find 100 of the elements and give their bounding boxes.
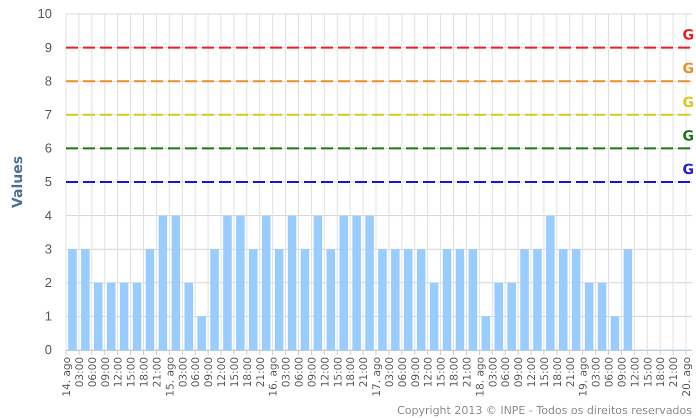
- x-tick-label: 06:00: [500, 357, 512, 388]
- bar: [365, 216, 374, 350]
- ref-line-label: G: [682, 94, 694, 111]
- x-tick-label: 03:00: [280, 357, 293, 388]
- x-tick-label: 15:00: [332, 357, 344, 388]
- x-tick-label: 18:00: [448, 357, 460, 388]
- x-tick-label: 06:00: [190, 357, 202, 388]
- bar: [584, 282, 594, 350]
- bar: [482, 316, 490, 350]
- x-tick-label: 18:00: [655, 357, 668, 388]
- x-tick-label: 21:00: [461, 357, 474, 388]
- ref-line-label: G: [682, 61, 694, 78]
- bar: [559, 249, 568, 350]
- bar: [210, 249, 219, 350]
- ref-line-label: G: [682, 128, 694, 144]
- x-tick-label: 12:00: [112, 357, 125, 388]
- bar: [404, 249, 413, 350]
- bar: [430, 282, 438, 350]
- bar: [494, 282, 503, 350]
- x-tick-label: 09:00: [306, 357, 318, 388]
- bar: [598, 282, 606, 350]
- bar: [81, 249, 90, 350]
- x-tick-label: 17. ago: [371, 357, 383, 397]
- x-tick-label: 21:00: [254, 357, 267, 388]
- y-tick-label: 0: [44, 342, 52, 358]
- bar: [120, 282, 128, 350]
- ref-line-label: G: [682, 28, 694, 44]
- x-tick-label: 06:00: [396, 357, 409, 388]
- y-tick-label: 1: [44, 308, 52, 324]
- y-tick-label: 10: [38, 6, 52, 22]
- text: Copyright 2013 © INPE - Todos os direitos reservados: [397, 404, 692, 417]
- x-tick-label: 09:00: [203, 357, 216, 388]
- bar: [624, 249, 632, 350]
- x-tick-label: 12:00: [526, 357, 538, 388]
- x-tick-label: 12:00: [216, 357, 228, 388]
- bar: [94, 282, 103, 350]
- x-tick-label: 03:00: [74, 357, 86, 388]
- x-tick-label: 21:00: [668, 357, 680, 388]
- x-tick-label: 15:00: [642, 357, 654, 388]
- bar: [326, 249, 336, 350]
- x-tick-label: 12:00: [319, 357, 332, 388]
- x-tick-label: 18. ago: [474, 357, 486, 397]
- x-tick-label: 06:00: [86, 357, 99, 388]
- x-tick-label: 06:00: [604, 357, 616, 388]
- x-tick-label: 03:00: [177, 357, 190, 388]
- y-tick-label: 8: [44, 73, 52, 88]
- y-axis-title: Values: [10, 156, 26, 208]
- x-tick-label: 12:00: [422, 357, 435, 388]
- bar: [223, 216, 232, 350]
- x-tick-label: 21:00: [564, 357, 577, 388]
- bar: [300, 249, 310, 350]
- y-tick-label: 3: [44, 241, 52, 256]
- bar: [507, 282, 516, 350]
- x-tick-label: 18:00: [552, 357, 564, 388]
- bar: [249, 249, 258, 350]
- bar: [314, 216, 322, 350]
- x-tick-label: 03:00: [384, 357, 396, 388]
- bar: [262, 216, 270, 350]
- x-tick-label: 03:00: [590, 357, 603, 388]
- bar: [416, 249, 426, 350]
- bar: [236, 216, 245, 350]
- bar: [572, 249, 580, 350]
- bar: [352, 216, 361, 350]
- bar: [468, 249, 478, 350]
- x-tick-label: 15:00: [126, 357, 138, 388]
- x-tick-label: 15:00: [228, 357, 241, 388]
- y-tick-label: 7: [44, 106, 52, 122]
- x-tick-label: 18:00: [345, 357, 358, 388]
- y-tick-label: 5: [44, 174, 52, 190]
- bar: [132, 282, 142, 350]
- x-tick-label: 14. ago: [61, 357, 73, 397]
- ref-line-label: G: [682, 162, 694, 178]
- x-tick-label: 09:00: [513, 357, 526, 388]
- bar: [378, 249, 387, 350]
- x-tick-label: 03:00: [487, 357, 500, 388]
- x-tick-label: 20. ago: [681, 357, 693, 397]
- x-tick-label: 16. ago: [268, 357, 280, 397]
- bar: [610, 316, 620, 350]
- x-tick-label: 18:00: [138, 357, 150, 388]
- bar: [106, 282, 116, 350]
- bar: [339, 216, 348, 350]
- bar: [68, 249, 77, 350]
- bar: [456, 249, 464, 350]
- x-tick-label: 06:00: [294, 357, 306, 388]
- x-tick-label: 21:00: [151, 357, 164, 388]
- x-tick-label: 12:00: [629, 357, 642, 388]
- bar: [391, 249, 400, 350]
- x-tick-label: 15:00: [436, 357, 448, 388]
- bar: [146, 249, 154, 350]
- bar: [546, 216, 555, 350]
- x-tick-label: 09:00: [100, 357, 112, 388]
- bar: [172, 216, 180, 350]
- x-tick-label: 15:00: [538, 357, 551, 388]
- bar: [274, 249, 284, 350]
- bar: [197, 316, 206, 350]
- y-tick-label: 4: [44, 208, 52, 223]
- x-tick-label: 21:00: [358, 357, 370, 388]
- y-tick-label: 2: [44, 274, 52, 290]
- x-tick-label: 09:00: [410, 357, 422, 388]
- y-tick-label: 9: [44, 40, 52, 55]
